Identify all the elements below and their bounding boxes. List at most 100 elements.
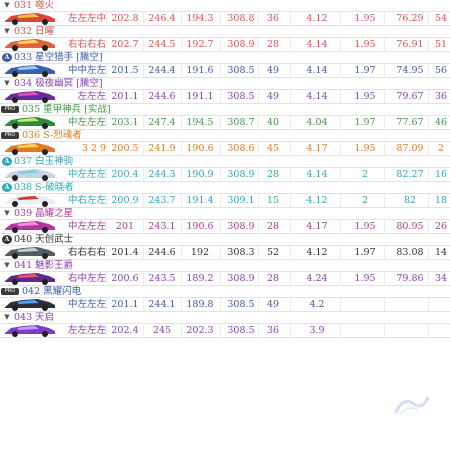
column-divider <box>181 90 182 103</box>
stat-3: 189.8 <box>186 299 214 310</box>
car-name: 041 魅影王爵 <box>14 260 74 271</box>
stat-5: 28 <box>266 273 280 284</box>
car-thumbnail-icon <box>5 13 55 25</box>
drift-combo: 中左左左 <box>67 117 106 128</box>
stat-3: 189.2 <box>186 273 214 284</box>
column-divider <box>340 194 341 207</box>
stat-5: 28 <box>266 221 280 232</box>
stat-4: 308.9 <box>227 39 255 50</box>
drift-combo: 右中左左 <box>67 273 106 284</box>
stat-8: 82 <box>403 195 417 206</box>
stat-4: 308.5 <box>227 65 255 76</box>
column-divider <box>340 298 341 311</box>
column-divider <box>428 168 429 181</box>
column-divider <box>258 298 259 311</box>
column-divider <box>384 90 385 103</box>
stat-6: 4.12 <box>306 195 328 206</box>
drift-combo: 左左左中 <box>67 13 106 24</box>
column-divider <box>220 246 221 259</box>
stat-7: 1.95 <box>354 221 376 232</box>
column-divider <box>428 246 429 259</box>
stat-3: 190.6 <box>186 143 214 154</box>
collapse-triangle-icon: ▼ <box>4 313 10 321</box>
column-divider <box>106 272 107 285</box>
stat-8: 76.91 <box>396 39 424 50</box>
column-divider <box>143 298 144 311</box>
column-divider <box>181 298 182 311</box>
stat-2: 243.7 <box>148 195 176 206</box>
stat-4: 308.6 <box>227 143 255 154</box>
car-thumbnail-icon <box>5 65 55 77</box>
column-divider <box>106 324 107 337</box>
stat-5: 28 <box>266 39 280 50</box>
car-thumbnail-icon <box>5 169 55 181</box>
column-divider <box>340 272 341 285</box>
stat-5: 49 <box>266 299 280 310</box>
stat-6: 4.24 <box>306 273 328 284</box>
stat-7: 1.95 <box>354 91 376 102</box>
stat-6: 4.14 <box>306 39 328 50</box>
column-divider <box>428 116 429 129</box>
car-name: 033 星空猎手 [騰空] <box>14 52 103 63</box>
column-divider <box>384 64 385 77</box>
stat-8: 82.27 <box>396 169 424 180</box>
column-divider <box>181 38 182 51</box>
stat-6: 4.14 <box>306 65 328 76</box>
column-divider <box>340 38 341 51</box>
column-divider <box>220 64 221 77</box>
car-thumbnail-icon <box>5 117 55 129</box>
grade-badge-icon: A <box>2 183 12 192</box>
column-divider <box>220 168 221 181</box>
column-divider <box>258 324 259 337</box>
column-divider <box>143 324 144 337</box>
stat-2: 247.4 <box>148 117 176 128</box>
column-divider <box>106 168 107 181</box>
car-stats-row: 左左左左 202.4 245 202.3 308.5 36 3.9 <box>0 324 450 338</box>
car-stats-row: 中右左左 200.9 243.7 191.4 309.1 15 4.12 2 82 18 <box>0 194 450 208</box>
column-divider <box>143 220 144 233</box>
column-divider <box>106 38 107 51</box>
car-name: 043 天启 <box>14 312 55 323</box>
stat-2: 244.4 <box>148 65 176 76</box>
drift-combo: 中左左左 <box>67 169 106 180</box>
stat-7: 1.95 <box>354 39 376 50</box>
stat-8: 74.95 <box>396 65 424 76</box>
car-title-row: PRO 036 S-烈魂者 <box>0 130 450 142</box>
car-title-row: PRO 035 重甲神兵 [实战] <box>0 104 450 116</box>
stat-1: 202.8 <box>111 13 139 24</box>
column-divider <box>384 116 385 129</box>
column-divider <box>258 12 259 25</box>
car-thumbnail-icon <box>5 273 55 285</box>
stat-9: 2 <box>437 143 445 154</box>
car-stats-row: 右右右右 201.4 244.6 192 308.3 52 4.12 1.97 83.08 14 <box>0 246 450 260</box>
column-divider <box>220 324 221 337</box>
stat-9: 14 <box>434 247 448 258</box>
column-divider <box>143 90 144 103</box>
column-divider <box>143 194 144 207</box>
stat-1: 201.1 <box>111 91 139 102</box>
column-divider <box>428 142 429 155</box>
stat-3: 202.3 <box>186 325 214 336</box>
column-divider <box>384 298 385 311</box>
column-divider <box>258 90 259 103</box>
stat-9: 56 <box>434 65 448 76</box>
stat-8: 77.67 <box>396 117 424 128</box>
column-divider <box>290 298 291 311</box>
car-stats-row: 中左左左 203.1 247.4 194.5 308.7 40 4.04 1.97 77.67 4… <box>0 116 450 130</box>
car-title-row: A 040 天创武士 <box>0 234 450 246</box>
column-divider <box>384 142 385 155</box>
stat-1: 200.6 <box>111 273 139 284</box>
column-divider <box>143 12 144 25</box>
stat-4: 308.7 <box>227 117 255 128</box>
column-divider <box>181 246 182 259</box>
column-divider <box>106 246 107 259</box>
car-stats-row: 右右右右 202.7 244.5 192.7 308.9 28 4.14 1.95 76.91 5… <box>0 38 450 52</box>
stat-9: 54 <box>434 13 448 24</box>
column-divider <box>428 194 429 207</box>
grade-badge-icon: A <box>2 157 12 166</box>
stat-4: 308.9 <box>227 221 255 232</box>
column-divider <box>106 90 107 103</box>
column-divider <box>258 194 259 207</box>
column-divider <box>290 246 291 259</box>
column-divider <box>220 142 221 155</box>
